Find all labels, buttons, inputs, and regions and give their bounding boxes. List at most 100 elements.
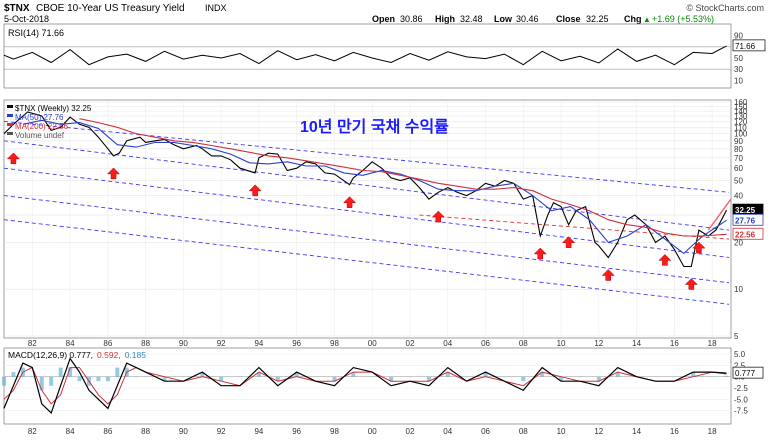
rsi-tick-label: 50 [734, 54, 743, 63]
low-arrow-icon [692, 241, 706, 254]
macd-histogram-bar [49, 376, 54, 386]
price-x-tick-label: 16 [670, 339, 679, 348]
macd-x-tick-label: 04 [443, 427, 452, 436]
rsi-line [3, 45, 727, 66]
low-arrow-icon [562, 236, 576, 248]
macd-x-tick-label: 16 [670, 427, 679, 436]
price-x-tick-label: 84 [66, 339, 75, 348]
price-legend-swatch [7, 132, 13, 135]
price-legend-entry: MA(50) 27.76 [15, 113, 64, 122]
price-x-tick-label: 10 [557, 339, 566, 348]
price-tick-label: 160 [734, 98, 748, 107]
low-arrow-icon [684, 278, 698, 290]
macd-histogram-bar [596, 376, 601, 382]
chart-name: CBOE 10-Year US Treasury Yield [36, 3, 185, 14]
price-x-tick-label: 90 [179, 339, 188, 348]
macd-x-tick-label: 14 [632, 427, 641, 436]
macd-histogram-bar [143, 376, 148, 378]
trend-arrow-icon [707, 198, 732, 231]
open-value: 30.86 [400, 14, 423, 24]
macd-histogram-bar [11, 372, 16, 377]
price-tick-label: 130 [734, 112, 748, 121]
macd-x-tick-label: 00 [368, 427, 377, 436]
high-value: 32.48 [460, 14, 483, 24]
support-line [419, 214, 730, 240]
price-x-tick-label: 82 [28, 339, 37, 348]
price-title: 10년 만기 국채 수익률 [300, 117, 449, 136]
macd-x-tick-label: 06 [481, 427, 490, 436]
macd-histogram-bar [502, 376, 507, 378]
macd-histogram-bar [294, 372, 299, 377]
macd-histogram-bar [653, 376, 658, 378]
macd-x-tick-label: 90 [179, 427, 188, 436]
price-x-tick-label: 00 [368, 339, 377, 348]
macd-tick-label: -7.5 [734, 407, 748, 416]
close-value: 32.25 [586, 14, 609, 24]
price-x-tick-label: 92 [217, 339, 226, 348]
price-tick-label: 5 [734, 332, 739, 341]
macd-panel-frame [3, 347, 732, 425]
macd-histogram-bar [2, 376, 6, 386]
price-legend-swatch [7, 105, 13, 108]
macd-x-tick-label: 82 [28, 427, 37, 436]
rsi-tick-label: 30 [734, 65, 743, 74]
macd-line [3, 357, 727, 414]
trend-channel-line [3, 219, 730, 305]
price-last-value-box [732, 213, 764, 226]
macd-histogram-bar [389, 376, 394, 382]
price-x-tick-label: 04 [443, 339, 452, 348]
trend-channel-line [3, 167, 730, 258]
macd-histogram-bar [238, 376, 243, 378]
open-label: Open [372, 14, 395, 24]
macd-x-tick-label: 84 [66, 427, 75, 436]
macd-x-tick-label: 08 [519, 427, 528, 436]
macd-histogram-bar [39, 376, 44, 391]
chart-symbol: $TNX [4, 3, 30, 14]
macd-x-tick-label: 10 [557, 427, 566, 436]
macd-histogram-bar [162, 376, 167, 382]
price-tick-label: 10 [734, 285, 743, 294]
macd-histogram-bar [105, 376, 110, 382]
macd-histogram-bar [332, 376, 337, 382]
low-arrow-icon [6, 152, 21, 165]
macd-x-tick-label: 86 [103, 427, 112, 436]
macd-histogram-bar [134, 376, 139, 378]
low-label: Low [494, 14, 513, 24]
price-tick-label: 40 [734, 192, 743, 201]
macd-histogram-bar [724, 375, 729, 377]
low-value: 30.46 [516, 14, 539, 24]
price-tick-label: 110 [734, 123, 747, 132]
price-x-tick-label: 02 [406, 339, 415, 348]
price-tick-label: 100 [734, 130, 748, 139]
price-panel: 5102030405060708090100110120130140150160… [3, 98, 764, 341]
price-tick-label: 90 [734, 137, 743, 146]
macd-tick-label: 2.5 [734, 361, 746, 370]
macd-histogram-bar [672, 376, 677, 378]
macd-last-value: 0.777 [735, 369, 756, 378]
price-x-tick-label: 86 [103, 339, 112, 348]
macd-histogram-bar [77, 376, 82, 382]
chart-date: 5-Oct-2018 [4, 14, 49, 24]
macd-histogram-bar [426, 376, 431, 382]
macd-x-tick-label: 88 [141, 427, 150, 436]
macd-histogram-bar [256, 372, 261, 377]
price-last-value: 22.56 [735, 230, 756, 239]
price-last-value: 32.25 [735, 206, 756, 215]
macd-legend: MACD(12,26,9) 0.777, 0.592, 0.185 [8, 350, 146, 360]
price-last-value-box [732, 227, 764, 240]
price-last-value: 27.76 [735, 216, 756, 225]
price-legend-entry: Volume undef [15, 131, 65, 140]
price-x-tick-label: 94 [254, 339, 263, 348]
rsi-last-value: 71.66 [735, 42, 756, 51]
price-tick-label: 150 [734, 102, 748, 111]
price-legend-entry: MA(200) 22.56 [15, 122, 68, 131]
macd-histogram-bar [370, 376, 375, 378]
macd-histogram-bar [445, 372, 450, 377]
price-x-tick-label: 14 [632, 339, 641, 348]
price-tick-label: 70 [734, 154, 743, 163]
macd-histogram-bar [521, 376, 526, 382]
macd-histogram-bar [68, 367, 73, 377]
price-legend-swatch [7, 114, 13, 117]
macd-histogram-bar [540, 372, 545, 377]
